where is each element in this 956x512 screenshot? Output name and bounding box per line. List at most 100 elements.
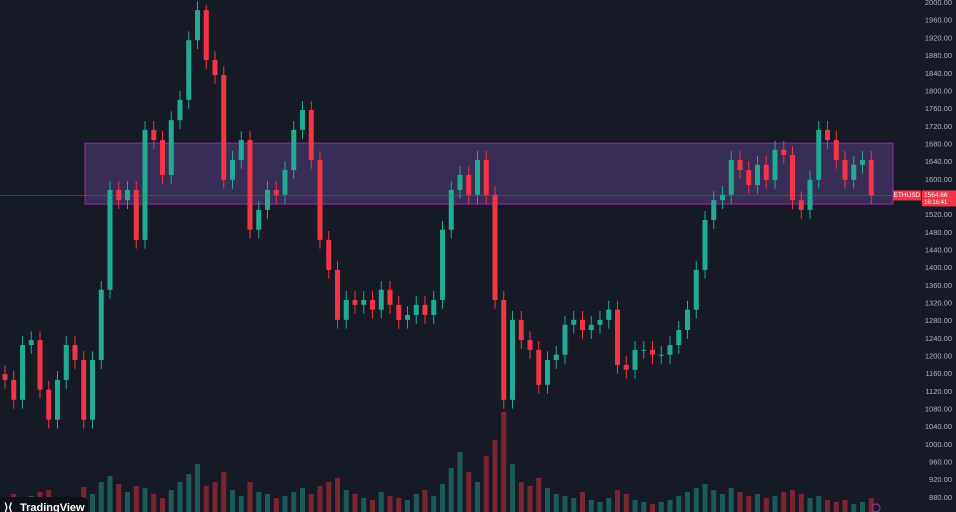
watermark-text: TradingView [20,502,85,512]
candle-body [413,304,419,315]
candle-body [658,354,664,356]
candle-body [580,319,585,330]
volume-bar [405,500,410,512]
volume-bar [335,478,340,512]
y-tick-label: 1240.00 [925,334,952,343]
candle-body [510,319,515,400]
candle-body [475,159,480,195]
volume-bar [772,496,778,512]
candle-body [466,174,472,195]
volume-bar [125,492,130,512]
y-tick-label: 1720.00 [925,122,952,131]
candle-body [370,299,375,310]
volume-bar [597,502,603,512]
candle-body [352,299,358,305]
volume-bar [737,492,743,512]
volume-bar [545,488,550,512]
candle-body [273,189,279,195]
candle-body [63,345,69,380]
volume-bar [685,492,690,512]
volume-bar [273,498,279,512]
candle-body [545,360,550,385]
candle-body [90,360,95,420]
candle-body [151,129,157,141]
y-tick-label: 1160.00 [925,369,952,378]
volume-bar [378,492,384,512]
candle-body [265,189,270,210]
y-tick-label: 1000.00 [925,440,952,449]
volume-bar [247,482,253,512]
y-tick-label: 960.00 [929,458,952,467]
y-tick-label: 920.00 [929,475,952,484]
volume-bar [833,502,839,512]
candle-body [326,239,332,270]
candle-body [405,314,410,320]
candle-body [317,159,323,240]
logo: ⟩⟨ [4,502,13,512]
volume-bar [588,500,594,512]
y-tick-label: 1200.00 [925,351,952,360]
volume-bar [352,494,358,512]
candle-body [361,299,367,305]
event-icon[interactable] [871,503,881,512]
candle-body [37,340,43,390]
volume-bar [842,500,848,512]
candle-body [711,200,717,220]
candle-body [728,159,734,195]
candle-body [518,319,524,341]
candle-body [816,129,822,180]
volume-bar [658,502,664,512]
volume-bar [203,486,209,512]
plot-area [0,1,894,512]
volume-bar [798,494,804,512]
candle-body [2,374,8,380]
candle-body [72,345,78,361]
y-tick-label: 1800.00 [925,86,952,95]
candle-body [107,189,113,290]
volume-bar [667,500,673,512]
candle-body [833,140,839,160]
candle-body [527,340,533,350]
volume-bar [361,498,367,512]
candle-body [737,159,743,171]
candle-body [116,189,122,201]
volume-bar [868,498,874,512]
candle-body [553,354,559,361]
price-label-box [922,190,956,207]
candle-body [667,345,673,355]
volume-bar [160,498,165,512]
y-tick-label: 1360.00 [925,281,952,290]
candle-body [623,364,629,370]
volume-bar [536,478,542,512]
candle-body [790,155,795,201]
candle-body [431,299,437,315]
candle-body [781,149,787,156]
candle-body [203,10,209,61]
y-tick-label: 1840.00 [925,69,952,78]
volume-bar [676,496,682,512]
candle-body [256,209,262,230]
volume-bar [151,494,157,512]
y-tick-label: 1520.00 [925,210,952,219]
candle-body [650,349,655,355]
candle-body [142,129,148,240]
volume-bar [370,500,375,512]
y-tick-label: 1960.00 [925,16,952,25]
volume-bar [475,482,480,512]
volume-bar [711,490,717,512]
symbol-label: ETHUSD [894,192,921,199]
y-tick-label: 1280.00 [925,316,952,325]
volume-bar [501,412,507,512]
watermark-box [0,497,88,512]
volume-bar [702,484,708,512]
volume-bar [746,496,752,512]
candle-body [685,309,690,330]
volume-bar [291,492,297,512]
volume-bar [90,494,95,512]
candle-body [247,140,253,230]
volume-bar [308,494,314,512]
volume-bar [720,494,725,512]
volume-bar [98,482,104,512]
candle-body [492,194,498,300]
